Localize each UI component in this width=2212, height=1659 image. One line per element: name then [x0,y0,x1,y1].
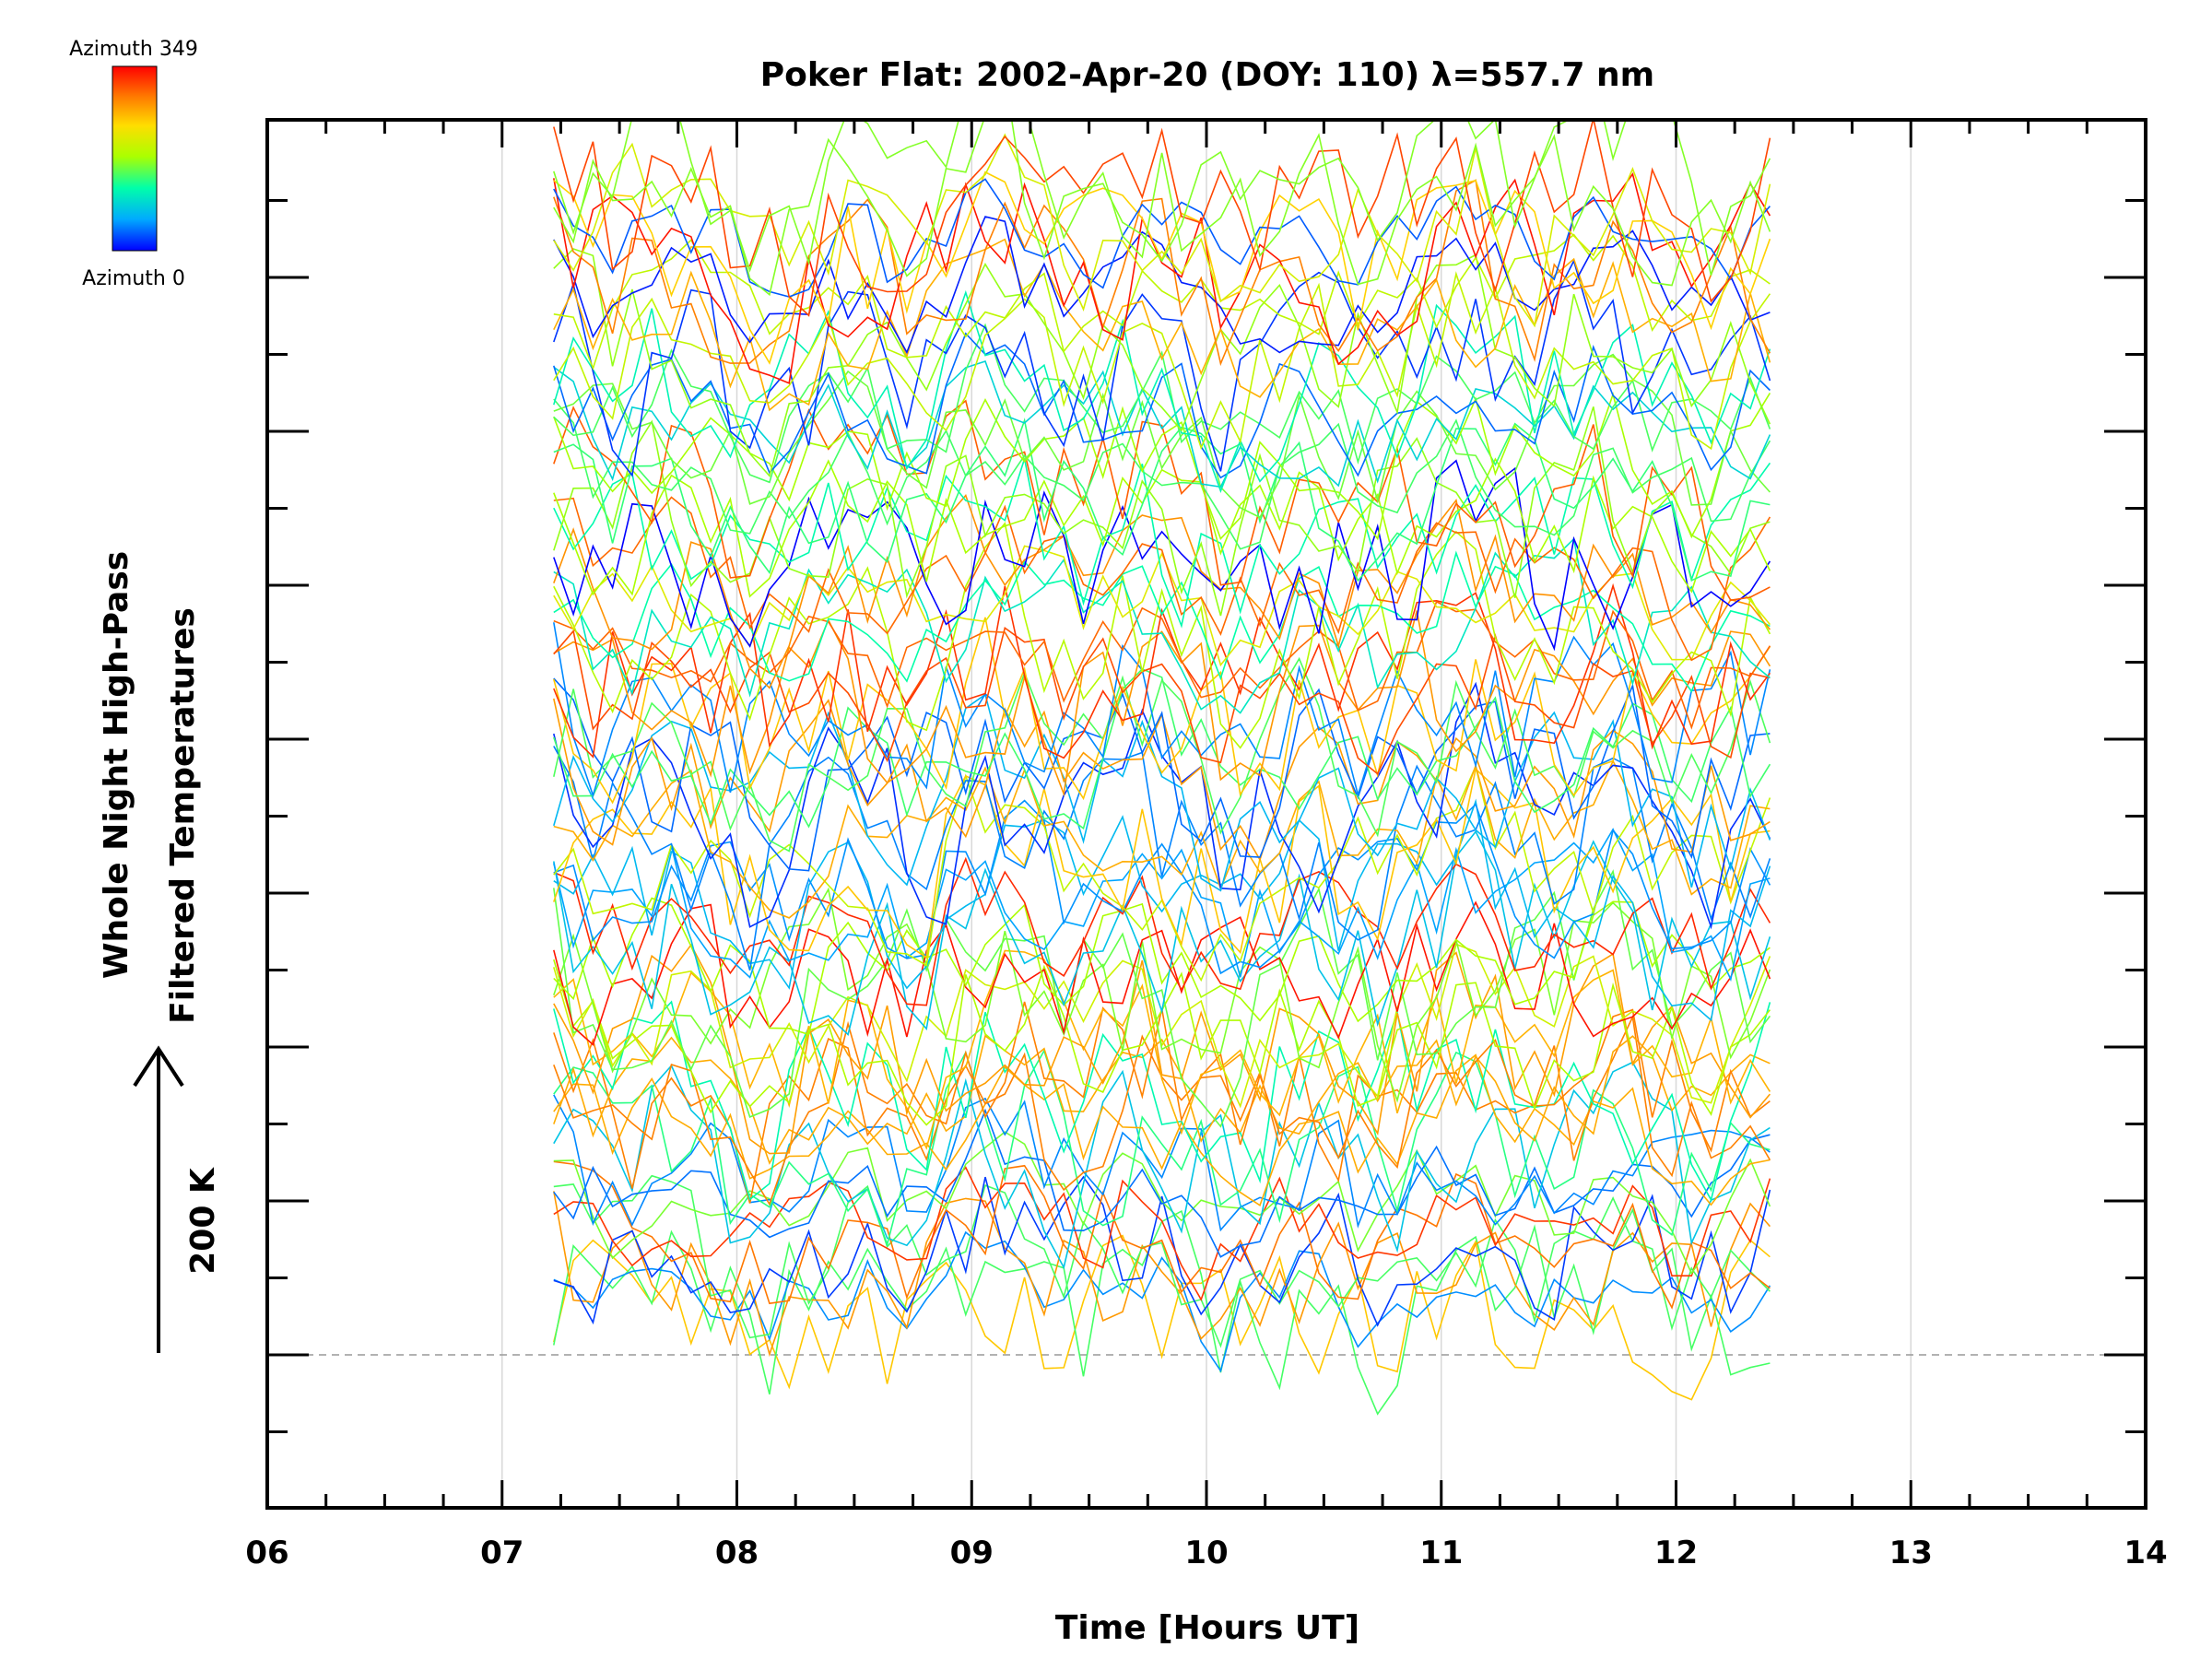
series-line [553,179,1771,367]
x-tick-label: 07 [480,1535,524,1571]
series-line [553,830,1771,1037]
series-line [553,398,1771,550]
x-tick-label: 12 [1654,1535,1698,1571]
series-line [553,238,1771,412]
series-line [553,798,1771,1022]
series-line [553,392,1771,541]
y-axis-label-line-2: Filtered Temperatures [164,607,202,1024]
series-line [553,1094,1771,1232]
series-line [553,1175,1771,1327]
series-line [553,178,1771,298]
series-line [553,869,1771,1128]
x-tick-label: 13 [1889,1535,1933,1571]
scale-arrow [133,1045,184,1353]
x-tick-label: 08 [715,1535,759,1571]
series-line [553,1000,1771,1202]
series-line [553,1053,1771,1207]
series-line [553,1174,1771,1348]
series-line [553,248,1771,478]
series-line [553,258,1771,477]
series-line [553,133,1771,328]
series-line [553,353,1771,519]
series-line [553,545,1771,667]
series-line [553,767,1771,959]
series-line [553,1166,1771,1301]
series-lines [553,120,1771,1416]
series-line [553,667,1771,830]
series-line [553,458,1771,629]
series-line [553,289,1771,493]
series-line [553,943,1771,1155]
x-tick-label: 10 [1184,1535,1228,1571]
series-line [553,856,1771,1006]
series-line [553,617,1771,805]
series-line [553,216,1771,355]
x-axis-label: Time [Hours UT] [1055,1609,1359,1647]
x-tick-label: 06 [245,1535,288,1571]
series-line [553,610,1771,797]
series-line [553,600,1771,730]
series-line [553,457,1771,598]
series-line [553,418,1771,582]
series-line [553,698,1771,862]
series-line [553,120,1771,297]
series-line [553,271,1771,451]
x-tick-label: 09 [950,1535,994,1571]
series-line [553,399,1771,602]
series-line [553,897,1771,1036]
series-line [553,522,1771,749]
series-line [553,626,1771,775]
series-line [553,1048,1771,1247]
colorbar [112,65,158,252]
series-line [553,1108,1771,1258]
series-line [553,693,1771,892]
x-tick-labels: 06 07 08 09 10 11 12 13 14 [245,1535,2167,1571]
series-line [553,1230,1771,1373]
series-line [553,1001,1771,1206]
series-line [553,828,1771,982]
x-tick-label: 14 [2124,1535,2167,1571]
scale-bar-label: 200 K [184,1167,222,1275]
series-line [553,1191,1771,1358]
series-line [553,459,1771,652]
series-line [553,900,1771,1046]
series-line [553,1034,1771,1165]
series-line [553,1160,1771,1310]
colorbar-min-label: Azimuth 0 [82,267,185,290]
series-line [553,172,1771,384]
colorbar-max-label: Azimuth 349 [69,38,198,61]
series-line [553,323,1771,484]
series-line [553,494,1771,689]
y-axis-label-line-1: Whole Night High-Pass [98,551,135,979]
series-line [553,746,1771,971]
chart-title: Poker Flat: 2002-Apr-20 (DOY: 110) λ=557… [760,56,1654,94]
series-line [553,537,1771,714]
plot-frame [265,118,2147,1510]
x-tick-label: 11 [1419,1535,1463,1571]
series-line [553,406,1771,617]
series-line [553,1234,1771,1401]
series-line [553,582,1771,759]
series-line [553,550,1771,693]
series-line [553,1061,1771,1270]
series-line [553,949,1771,1150]
series-line [553,656,1771,853]
